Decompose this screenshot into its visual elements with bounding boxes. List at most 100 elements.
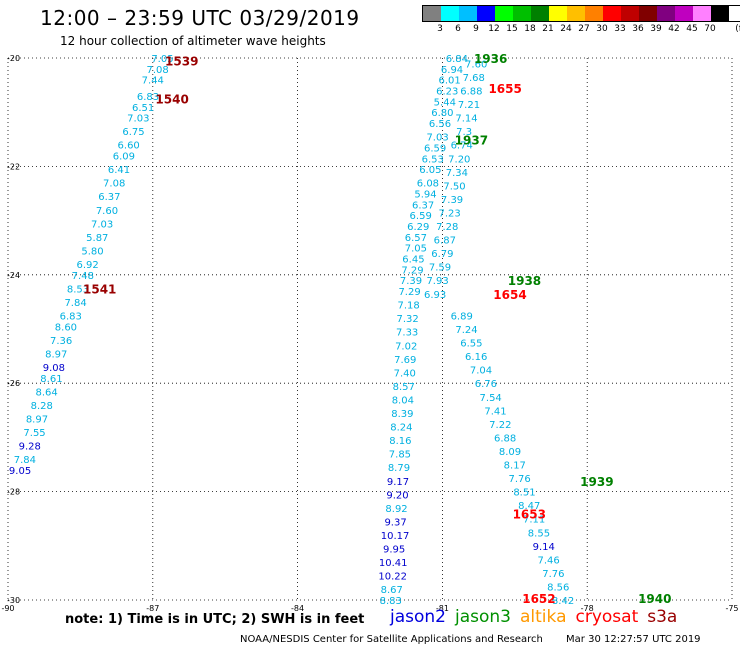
y-tick-label: -22: [7, 162, 20, 171]
wave-height-label: 6.29: [407, 222, 429, 233]
wave-height-label: 8.97: [45, 349, 67, 360]
color-scale-swatch: [477, 6, 495, 21]
legend-item: s3a: [647, 607, 678, 627]
footer-credit: NOAA/NESDIS Center for Satellite Applica…: [240, 634, 543, 645]
legend-item: jason2: [390, 607, 446, 627]
wave-height-label: 9.20: [386, 490, 408, 501]
wave-height-label: 6.57: [405, 233, 427, 244]
wave-height-label: 6.60: [118, 141, 140, 152]
color-scale-label: 45: [686, 24, 698, 34]
wave-height-label: 7.08: [103, 179, 125, 190]
color-scale-label: 21: [542, 24, 554, 34]
wave-height-label: 9.05: [9, 466, 31, 477]
wave-height-label: 7.21: [458, 100, 480, 111]
wave-height-label: 7.54: [480, 393, 502, 404]
wave-height-label: 7.22: [489, 420, 511, 431]
wave-height-label: 7.50: [443, 181, 465, 192]
wave-height-label: 6.37: [412, 200, 434, 211]
wave-height-label: 7.29: [398, 287, 420, 298]
wave-height-label: 7.08: [146, 65, 168, 76]
color-scale-swatch: [423, 6, 441, 21]
y-tick-label: -28: [7, 488, 20, 497]
legend-item: altika: [520, 607, 567, 627]
pass-time-label: 1653: [513, 507, 546, 521]
wave-height-label: 9.17: [387, 477, 409, 488]
wave-height-label: 8.67: [381, 585, 403, 596]
legend-item: jason3: [455, 607, 511, 627]
wave-height-label: 7.85: [389, 450, 411, 461]
color-scale-swatch: [675, 6, 693, 21]
wave-height-label: 6.94: [441, 65, 463, 76]
wave-height-label: 6.75: [122, 127, 144, 138]
wave-height-label: 7.84: [64, 298, 86, 309]
color-scale-label: 12: [488, 24, 500, 34]
wave-height-label: 6.92: [77, 260, 99, 271]
wave-height-label: 8.64: [35, 387, 57, 398]
wave-height-label: 7.48: [72, 271, 94, 282]
wave-height-label: 9.14: [533, 542, 555, 553]
wave-height-label: 7.39: [441, 195, 463, 206]
wave-height-label: 7.59: [429, 263, 451, 274]
wave-height-label: 6.76: [475, 379, 497, 390]
wave-height-label: 8.16: [389, 436, 411, 447]
wave-height-label: 6.05: [419, 165, 441, 176]
wave-height-label: 10.41: [379, 558, 408, 569]
wave-height-label: 7.24: [455, 325, 477, 336]
wave-height-label: 7.05: [151, 54, 173, 65]
color-scale-boxes: [422, 5, 740, 22]
wave-height-label: 8.28: [31, 401, 53, 412]
wave-height-label: 6.53: [422, 154, 444, 165]
wave-height-label: 5.80: [81, 246, 103, 257]
color-scale-unit: (ft): [735, 24, 740, 34]
wave-height-label: 6.88: [460, 87, 482, 98]
wave-height-label: 7.03: [91, 219, 113, 230]
y-tick-label: -24: [7, 271, 20, 280]
wave-height-label: 7.60: [465, 59, 487, 70]
wave-height-label: 9.37: [384, 517, 406, 528]
color-scale-swatch: [585, 6, 603, 21]
wave-height-label: 7.29: [401, 265, 423, 276]
wave-height-label: 8.24: [390, 423, 412, 434]
wave-height-label: 7.3: [456, 127, 472, 138]
wave-height-label: 8.83: [380, 596, 402, 607]
wave-height-label: 6.55: [460, 339, 482, 350]
wave-height-label: 7.84: [14, 455, 36, 466]
wave-height-label: 7.93: [426, 276, 448, 287]
page-title: 12:00 – 23:59 UTC 03/29/2019: [40, 6, 360, 30]
wave-height-label: 7.02: [395, 341, 417, 352]
legend-item: cryosat: [575, 607, 639, 627]
wave-height-label: 7.03: [426, 133, 448, 144]
pass-time-label: 1539: [165, 55, 198, 69]
wave-height-label: 6.01: [439, 76, 461, 87]
color-scale-swatch: [459, 6, 477, 21]
wave-height-label: 6.87: [434, 236, 456, 247]
wave-height-label: 7.40: [394, 368, 416, 379]
wave-height-label: 7.23: [439, 208, 461, 219]
color-scale-label: 36: [632, 24, 644, 34]
color-scale-swatch: [513, 6, 531, 21]
wave-height-label: 6.51: [132, 103, 154, 114]
wave-height-label: 7.04: [470, 366, 492, 377]
wave-height-label: 6.88: [494, 433, 516, 444]
wave-height-label: 7.34: [446, 168, 468, 179]
wave-height-label: 7.46: [537, 555, 559, 566]
wave-height-label: 8.42: [552, 596, 574, 607]
wave-height-label: 5.87: [86, 233, 108, 244]
color-scale-swatch: [603, 6, 621, 21]
wave-height-label: 8.61: [40, 374, 62, 385]
wave-height-label: 8.92: [385, 504, 407, 515]
wave-height-label: 7.28: [436, 222, 458, 233]
wave-height-label: 8.79: [388, 463, 410, 474]
wave-height-label: 7.41: [484, 406, 506, 417]
wave-height-label: 6.41: [108, 165, 130, 176]
wave-height-label: 6.23: [436, 87, 458, 98]
color-scale-label: 39: [650, 24, 662, 34]
wave-height-label: 6.83: [137, 92, 159, 103]
color-scale-swatch: [639, 6, 657, 21]
wave-height-label: 6.84: [446, 54, 468, 65]
pass-time-label: 1939: [580, 475, 613, 489]
wave-height-label: 6.79: [431, 249, 453, 260]
chart-note: note: 1) Time is in UTC; 2) SWH is in fe…: [65, 612, 365, 627]
pass-time-label: 1540: [155, 93, 188, 107]
